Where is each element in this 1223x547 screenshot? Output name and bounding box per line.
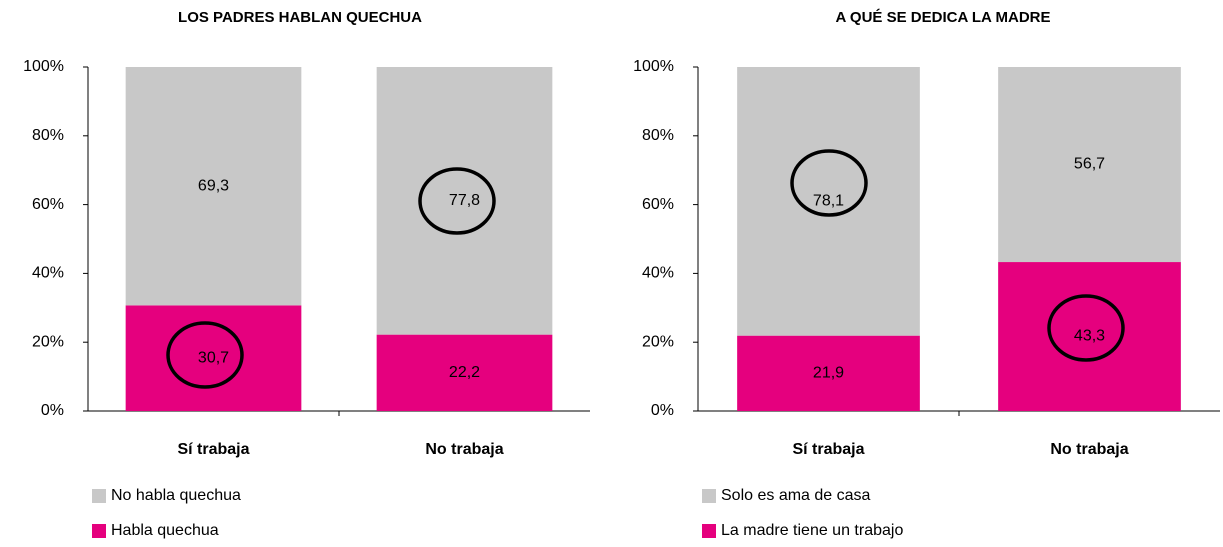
y-tick-label: 40%: [32, 265, 64, 282]
y-tick-label: 20%: [642, 333, 674, 350]
y-tick-label: 20%: [32, 333, 64, 350]
chart: LOS PADRES HABLAN QUECHUA 0% 20% 40% 60% 80% 1…: [23, 9, 590, 539]
circle-annotation: [166, 321, 244, 389]
bar-segment: [998, 67, 1181, 263]
y-tick-label: 80%: [32, 127, 64, 144]
legend-swatch: [702, 524, 716, 538]
x-tick-label: No trabaja: [425, 441, 503, 458]
legend-label: Habla quechua: [111, 522, 219, 539]
circle-annotation: [418, 167, 496, 235]
data-label: 69,3: [198, 177, 229, 194]
y-tick-label: 0%: [41, 402, 64, 419]
x-tick-label: No trabaja: [1050, 441, 1128, 458]
data-label: 43,3: [1074, 328, 1105, 345]
y-tick-label: 60%: [32, 196, 64, 213]
y-tick-label: 0%: [651, 402, 674, 419]
bar-segment: [998, 262, 1181, 411]
legend-swatch: [92, 489, 106, 503]
circle-annotation: [1047, 294, 1125, 362]
chart: A QUÉ SE DEDICA LA MADRE 0% 20% 40% 60% 80% 10…: [633, 9, 1220, 539]
legend-swatch: [702, 489, 716, 503]
bar-segment: [737, 335, 920, 411]
x-tick-label: Sí trabaja: [792, 441, 864, 458]
bar-segment: [376, 334, 553, 411]
data-label: 56,7: [1074, 156, 1105, 173]
y-tick-label: 40%: [642, 265, 674, 282]
data-label: 78,1: [813, 193, 844, 210]
data-label: 22,2: [449, 364, 480, 381]
data-label: 30,7: [198, 349, 229, 366]
y-tick-label: 60%: [642, 196, 674, 213]
chart-title: LOS PADRES HABLAN QUECHUA: [178, 9, 422, 26]
chart-title: A QUÉ SE DEDICA LA MADRE: [835, 9, 1050, 26]
circle-annotation: [790, 149, 868, 217]
annotations: [166, 149, 1125, 389]
x-tick-label: Sí trabaja: [177, 441, 249, 458]
y-tick-label: 100%: [23, 58, 64, 75]
legend-label: Solo es ama de casa: [721, 487, 871, 504]
y-tick-label: 100%: [633, 58, 674, 75]
y-tick-label: 80%: [642, 127, 674, 144]
data-label: 21,9: [813, 365, 844, 382]
bar-segment: [125, 67, 302, 306]
legend-label: La madre tiene un trabajo: [721, 522, 903, 539]
data-label: 77,8: [449, 192, 480, 209]
legend-swatch: [92, 524, 106, 538]
bar-segment: [376, 67, 553, 335]
legend-label: No habla quechua: [111, 487, 241, 504]
bar-segment: [737, 67, 920, 336]
